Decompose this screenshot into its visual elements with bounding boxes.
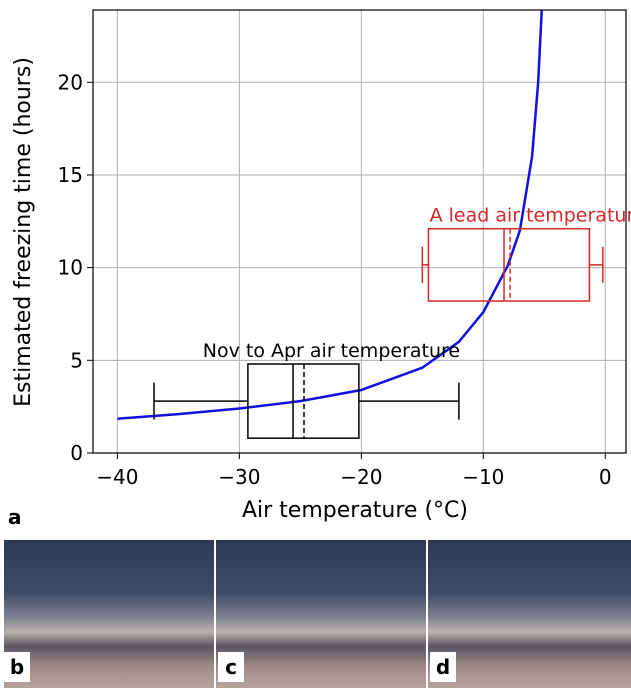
x-tick-label: −30 <box>218 465 260 489</box>
photo <box>428 540 631 688</box>
x-axis-label: Air temperature (°C) <box>242 498 468 523</box>
curve <box>117 10 544 420</box>
y-tick-label: 5 <box>70 348 83 372</box>
panel-label: d <box>430 652 456 682</box>
chart: Air temperature (°C) Estimated freezing … <box>11 9 631 523</box>
panel-label: a <box>8 505 22 529</box>
box-label: Nov to Apr air temperature <box>203 340 460 362</box>
y-axis-label: Estimated freezing time (hours) <box>11 57 36 407</box>
y-tick-label: 0 <box>70 441 83 465</box>
x-tick-label: −10 <box>462 465 504 489</box>
x-tick-label: −40 <box>96 465 138 489</box>
photo <box>4 540 214 688</box>
y-tick-label: 10 <box>58 256 83 280</box>
panel-label: b <box>4 652 30 682</box>
photo <box>216 540 426 688</box>
box <box>427 227 591 302</box>
plot-frame <box>92 9 627 454</box>
y-tick-label: 20 <box>58 70 83 94</box>
box-label: A lead air temperature <box>430 205 631 227</box>
y-tick-label: 15 <box>58 163 83 187</box>
x-tick-label: −20 <box>340 465 382 489</box>
x-tick-label: 0 <box>599 465 612 489</box>
panel-label: c <box>218 652 244 682</box>
